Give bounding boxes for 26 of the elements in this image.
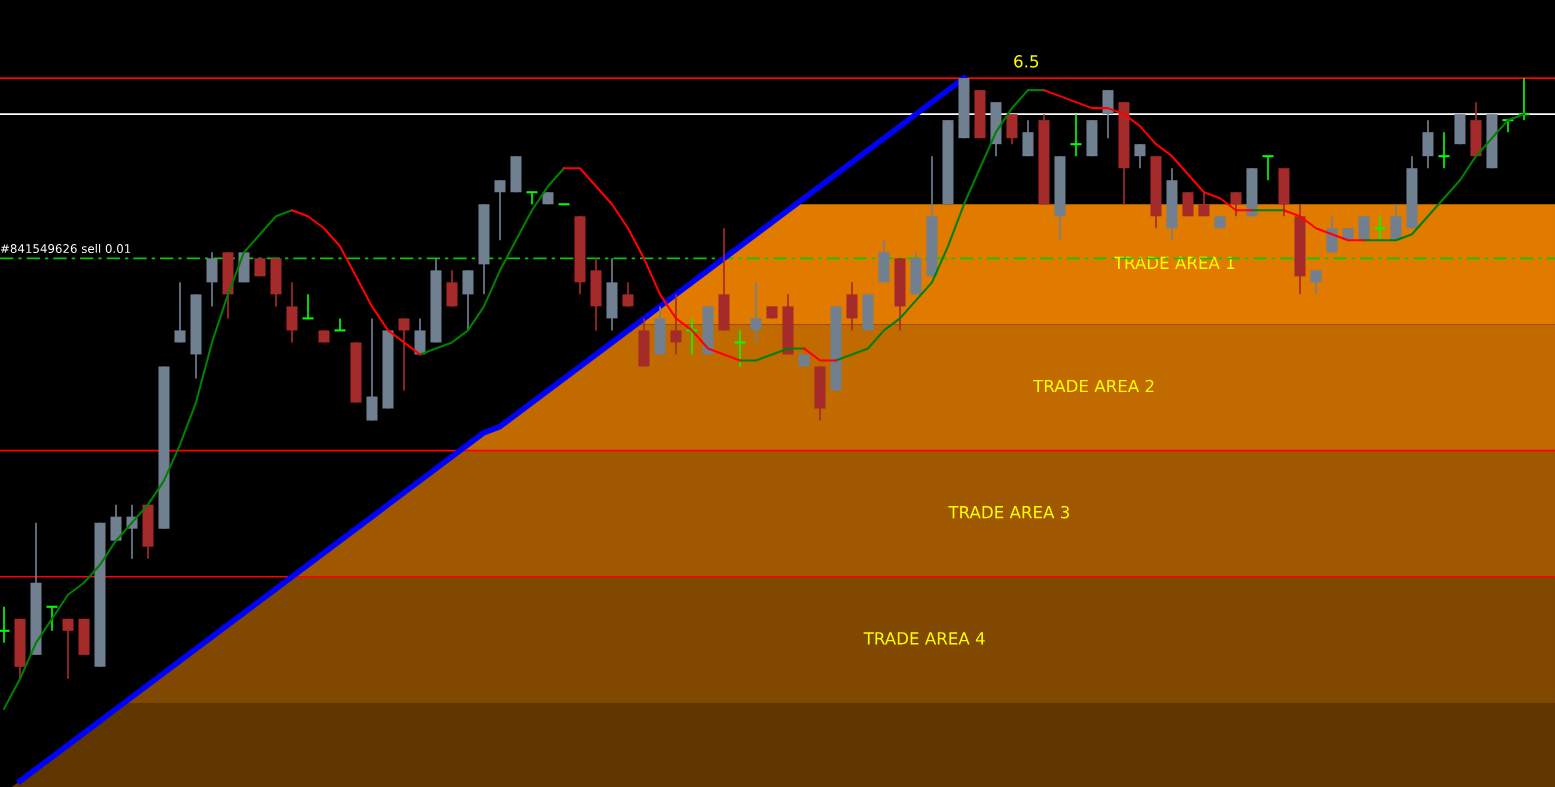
ref-line-label: #841549626 sell 0.01 [0,243,131,254]
candlestick [45,605,59,632]
candlestick [1230,191,1242,218]
candlestick [670,293,682,356]
candlestick [62,617,74,680]
candlestick [494,179,506,242]
candlestick [1198,191,1210,218]
band-label: TRADE AREA 2 [1033,379,1154,393]
band-label: TRADE AREA 3 [948,505,1070,519]
candlestick [622,281,634,308]
candlestick [0,605,11,644]
candlestick [333,317,347,332]
band-label: TRADE AREA 4 [863,632,985,645]
candlestick [1437,131,1451,170]
candlestick [1261,155,1275,182]
candlestick [301,293,315,320]
candlestick [733,329,747,368]
candlestick [398,317,410,392]
candlestick [1134,143,1146,170]
candlestick [1310,269,1322,296]
candlestick [1373,215,1387,242]
candlestick [1069,113,1083,158]
candlestick [525,191,539,206]
annotation: 6.5 [1014,55,1039,68]
candlestick [750,281,762,344]
candlestick [174,281,186,344]
